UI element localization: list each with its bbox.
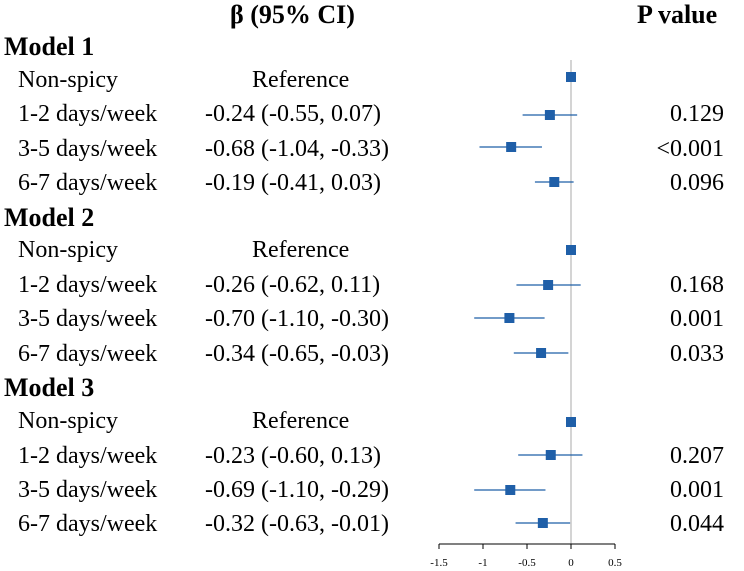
row-label: 6-7 days/week — [18, 511, 158, 537]
x-tick-label: 0 — [568, 557, 574, 569]
row-p-value: 0.001 — [670, 477, 724, 503]
model-2-heading: Model 2 — [4, 203, 95, 232]
row-ci-text: -0.32 (-0.63, -0.01) — [205, 511, 389, 537]
estimate-marker — [545, 450, 556, 460]
estimate-marker — [544, 110, 555, 120]
row-label: Non-spicy — [18, 67, 118, 93]
row-p-value: 0.168 — [670, 272, 724, 298]
estimate-marker — [543, 280, 554, 290]
estimate-marker — [566, 72, 576, 82]
row-ci-text: -0.24 (-0.55, 0.07) — [205, 101, 381, 127]
row-label: 1-2 days/week — [18, 443, 158, 469]
row-label: 6-7 days/week — [18, 341, 158, 367]
row-p-value: 0.207 — [670, 443, 724, 469]
estimate-marker — [505, 485, 516, 495]
estimate-marker — [504, 313, 515, 323]
row-p-value: <0.001 — [656, 136, 724, 162]
estimate-marker — [537, 518, 548, 528]
x-tick-label: -0.5 — [518, 557, 536, 569]
row-ci-text: -0.19 (-0.41, 0.03) — [205, 170, 381, 196]
row-ci-text: Reference — [252, 408, 350, 434]
row-ci-text: -0.26 (-0.62, 0.11) — [205, 272, 381, 298]
estimate-marker — [536, 348, 547, 358]
x-tick-label: 0.5 — [608, 557, 622, 569]
x-tick-label: -1 — [478, 557, 487, 569]
estimate-marker — [566, 245, 576, 255]
row-ci-text: -0.69 (-1.10, -0.29) — [205, 477, 389, 503]
estimate-marker — [549, 177, 560, 187]
estimate-marker — [566, 417, 576, 427]
row-ci-text: -0.34 (-0.65, -0.03) — [205, 341, 389, 367]
model-3-heading: Model 3 — [4, 373, 95, 402]
pvalue-column-header: P value — [637, 0, 718, 29]
row-p-value: 0.096 — [670, 170, 724, 196]
row-label: 3-5 days/week — [18, 306, 158, 332]
x-tick-label: -1.5 — [430, 557, 448, 569]
model-1-heading: Model 1 — [4, 32, 95, 61]
row-ci-text: -0.70 (-1.10, -0.30) — [205, 306, 389, 332]
row-ci-text: -0.68 (-1.04, -0.33) — [205, 136, 389, 162]
row-label: 6-7 days/week — [18, 170, 158, 196]
row-p-value: 0.001 — [670, 306, 724, 332]
row-label: Non-spicy — [18, 408, 118, 434]
row-p-value: 0.129 — [670, 101, 724, 127]
row-label: 3-5 days/week — [18, 477, 158, 503]
row-p-value: 0.033 — [670, 341, 724, 367]
row-ci-text: Reference — [252, 67, 350, 93]
row-label: 1-2 days/week — [18, 101, 158, 127]
row-label: Non-spicy — [18, 237, 118, 263]
row-ci-text: Reference — [252, 237, 350, 263]
row-p-value: 0.044 — [670, 511, 724, 537]
row-label: 3-5 days/week — [18, 136, 158, 162]
ci-column-header: β (95% CI) — [230, 0, 355, 29]
estimate-marker — [506, 142, 517, 152]
row-label: 1-2 days/week — [18, 272, 158, 298]
row-ci-text: -0.23 (-0.60, 0.13) — [205, 443, 381, 469]
